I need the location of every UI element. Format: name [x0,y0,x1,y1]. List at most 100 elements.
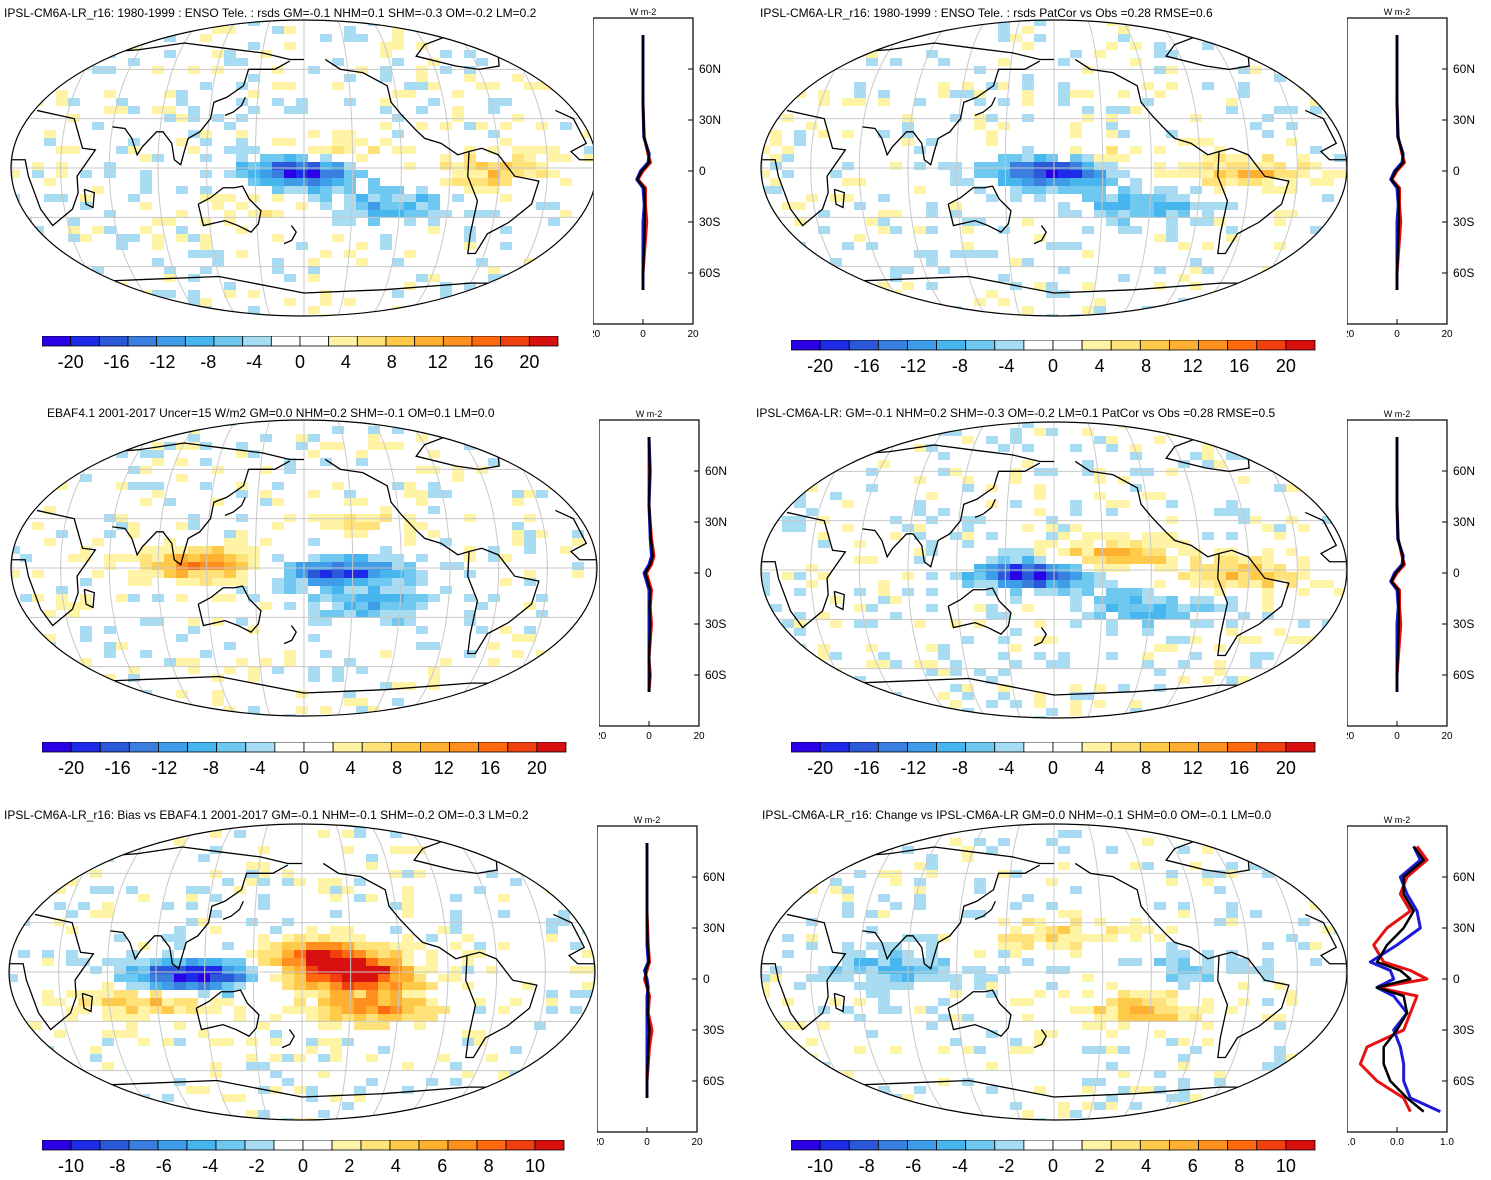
map-cell [68,420,80,426]
map-cell [344,130,356,138]
map-cell [236,562,248,570]
map-cell [1178,910,1190,918]
map-cell [356,610,368,618]
map-cell [162,982,174,990]
map-cell [1070,548,1082,556]
map-cell [1034,468,1046,476]
colorbar-label: 0 [1048,1156,1058,1176]
map-cell [806,974,818,982]
map-cell [1250,306,1262,314]
map-cell [1010,950,1022,958]
map-cell [1334,258,1346,266]
map-cell [138,998,150,1006]
map-cell [866,926,878,934]
map-cell [1310,178,1322,186]
map-cell [1010,162,1022,170]
map-cell [248,178,260,186]
map-cell [761,588,770,596]
map-cell [174,934,186,942]
colorbar-swatch [42,1140,72,1151]
map-cell [368,218,380,226]
map-cell [236,554,248,562]
zonal-mean-line [636,35,651,290]
map-cell [332,162,344,170]
map-cell [474,942,486,950]
map-cell [806,886,818,894]
map-cell [330,942,342,950]
map-cell [890,958,902,966]
map-cell [44,634,56,642]
map-cell [416,122,428,130]
map-cell [1082,1086,1094,1094]
map-cell [258,846,270,854]
map-cell [1238,676,1250,684]
map-cell [1226,428,1238,436]
map-cell [186,982,198,990]
map-cell [402,942,414,950]
map-cell [998,274,1010,282]
map-cell [1070,886,1082,894]
map-cell [284,562,296,570]
map-cell [1166,468,1178,476]
zonal-xtick-label: 20 [687,329,699,338]
map-cell [392,602,404,610]
graticule-meridian [858,20,920,316]
map-cell [104,626,116,634]
map-cell [272,498,284,506]
map-cell [44,474,56,482]
map-cell [344,586,356,594]
map-cell [1046,926,1058,934]
map-cell [174,998,186,1006]
colorbar-swatch [128,742,159,753]
map-cell [380,242,392,250]
map-cell [1178,1038,1190,1046]
zonal-ytick-label: 60N [699,62,721,76]
map-cell [152,242,164,250]
map-cell [1166,202,1178,210]
map-cell [102,998,114,1006]
map-cell [392,442,404,450]
colorbar-swatch [848,742,879,753]
map-cell [380,210,392,218]
map-cell [500,162,512,170]
map-cell [1310,282,1322,290]
map-cell [1154,1014,1166,1022]
map-cell [914,886,926,894]
map-cell [1274,162,1286,170]
map-cell [116,146,128,154]
map-cell [1094,1078,1106,1086]
map-cell [330,990,342,998]
colorbar-swatch [242,336,272,347]
map-cell [476,178,488,186]
map-cell [770,604,782,612]
colorbar-swatch [1023,742,1054,753]
map-cell [140,170,152,178]
map-cell [164,266,176,274]
map-cell [200,234,212,242]
map-cell [404,530,416,538]
map-cell [536,122,548,130]
colorbar-swatch [1256,742,1287,753]
map-cell [186,824,198,830]
map-cell [246,918,258,926]
map-cell [950,178,962,186]
map-cell [1250,314,1262,316]
map-cell [20,594,32,602]
map-cell [572,562,584,570]
map-cell [128,530,140,538]
map-cell [234,966,246,974]
map-cell [54,1030,66,1038]
map-cell [1106,122,1118,130]
map-cell [1118,556,1130,564]
map-cell [1046,540,1058,548]
map-cell [282,1006,294,1014]
map-cell [296,186,308,194]
map-cell [1274,1054,1286,1062]
map-cell [546,990,558,998]
map-cell [524,170,536,178]
map-cell [1166,942,1178,950]
map-cell [830,620,842,628]
colorbar-label: -8 [859,1156,875,1176]
map-cell [1202,604,1214,612]
map-cell [114,998,126,1006]
